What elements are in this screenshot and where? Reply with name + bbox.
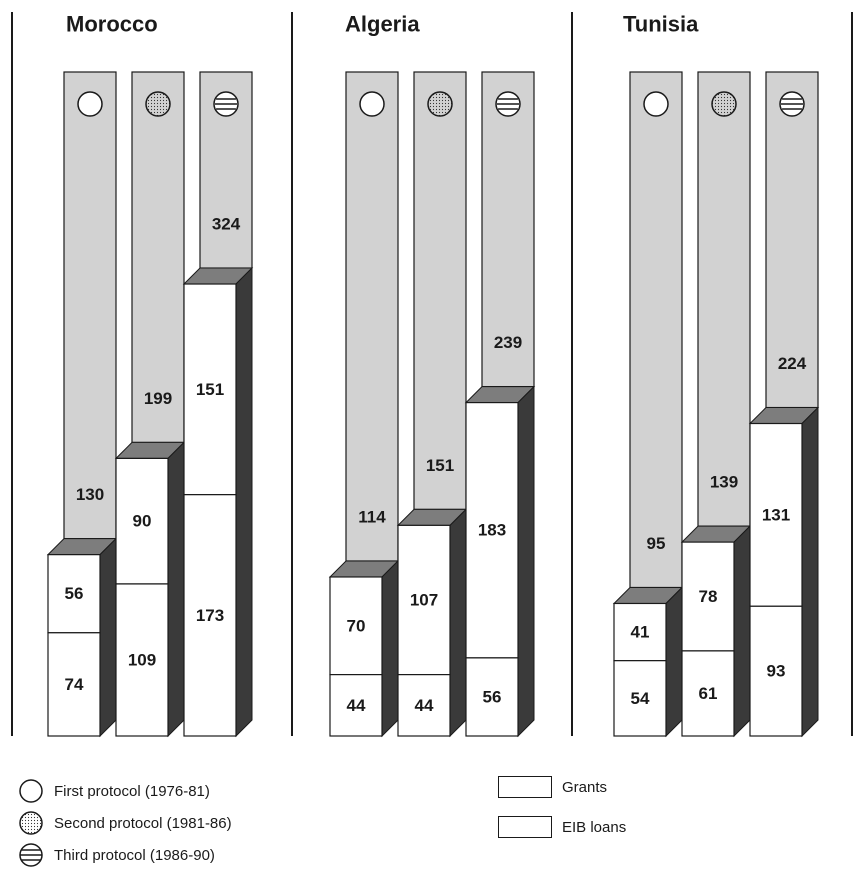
chart: Morocco 130 56 74 199 90 109 324 151 173 Algeria 11… bbox=[11, 12, 853, 738]
striped-circle-icon bbox=[213, 91, 239, 117]
striped-circle-icon bbox=[495, 91, 521, 117]
label-total-algeria-3: 239 bbox=[494, 333, 522, 352]
label-grants-algeria-1: 70 bbox=[347, 616, 366, 635]
dotted-circle-icon bbox=[145, 91, 171, 117]
label-eib-loans-morocco-1: 74 bbox=[65, 675, 84, 694]
eib-loans-swatch bbox=[498, 816, 552, 838]
column-bg-algeria-2 bbox=[413, 71, 467, 510]
bar-side-algeria-3 bbox=[517, 385, 535, 738]
column-bg-morocco-3 bbox=[199, 71, 253, 269]
bar-grants-algeria-2 bbox=[397, 524, 451, 676]
label-grants-morocco-2: 90 bbox=[133, 512, 152, 531]
bar-grants-algeria-1 bbox=[329, 576, 383, 676]
bar-grants-tunisia-1 bbox=[613, 602, 667, 662]
bar-side-morocco-2 bbox=[167, 441, 185, 738]
label-total-tunisia-2: 139 bbox=[710, 473, 738, 492]
dotted-circle-icon bbox=[19, 811, 43, 835]
legend-grants-label: Grants bbox=[562, 778, 608, 796]
column-bg-morocco-2 bbox=[131, 71, 185, 443]
bar-side-tunisia-3 bbox=[801, 406, 819, 738]
bar-grants-algeria-3 bbox=[465, 401, 519, 659]
bar-side-tunisia-2 bbox=[733, 524, 751, 738]
label-grants-tunisia-2: 78 bbox=[699, 587, 718, 606]
legend-third-protocol-label: Third protocol (1986-90) bbox=[54, 846, 215, 864]
bar-eib-loans-algeria-1 bbox=[329, 674, 383, 737]
label-eib-loans-tunisia-1: 54 bbox=[631, 689, 650, 708]
open-circle-icon bbox=[643, 91, 669, 117]
label-grants-tunisia-1: 41 bbox=[631, 623, 650, 642]
legend-grants: Grants bbox=[498, 776, 607, 798]
bar-grants-morocco-2 bbox=[115, 457, 169, 585]
legend-first-protocol-label: First protocol (1976-81) bbox=[54, 782, 210, 800]
bar-eib-loans-tunisia-2 bbox=[681, 650, 735, 737]
label-total-algeria-2: 151 bbox=[426, 456, 454, 475]
label-total-algeria-1: 114 bbox=[358, 507, 386, 526]
legend-first-protocol: First protocol (1976-81) bbox=[18, 778, 210, 804]
label-total-tunisia-1: 95 bbox=[647, 534, 666, 553]
country-title-tunisia: Tunisia bbox=[623, 12, 699, 37]
label-grants-morocco-3: 151 bbox=[196, 380, 224, 399]
column-bg-tunisia-1 bbox=[629, 71, 683, 589]
bar-eib-loans-algeria-3 bbox=[465, 657, 519, 737]
bar-side-algeria-2 bbox=[449, 508, 467, 738]
label-eib-loans-algeria-2: 44 bbox=[415, 696, 434, 715]
label-eib-loans-algeria-3: 56 bbox=[483, 687, 502, 706]
bar-grants-morocco-3 bbox=[183, 283, 237, 496]
label-grants-algeria-2: 107 bbox=[410, 590, 438, 609]
column-bg-algeria-1 bbox=[345, 71, 399, 562]
label-eib-loans-algeria-1: 44 bbox=[347, 696, 366, 715]
column-bg-tunisia-2 bbox=[697, 71, 751, 527]
bar-eib-loans-morocco-2 bbox=[115, 583, 169, 737]
legend-eib-loans: EIB loans bbox=[498, 816, 626, 838]
legend-eib-loans-label: EIB loans bbox=[562, 818, 627, 836]
bar-side-morocco-3 bbox=[235, 266, 253, 738]
grants-swatch bbox=[498, 776, 552, 798]
bar-side-morocco-1 bbox=[99, 537, 117, 738]
open-circle-icon bbox=[77, 91, 103, 117]
striped-circle-icon bbox=[779, 91, 805, 117]
column-bg-algeria-3 bbox=[481, 71, 535, 388]
bar-side-tunisia-1 bbox=[665, 586, 683, 738]
dotted-circle-icon bbox=[711, 91, 737, 117]
legend-third-protocol: Third protocol (1986-90) bbox=[18, 842, 215, 868]
label-total-morocco-1: 130 bbox=[76, 485, 104, 504]
country-title-morocco: Morocco bbox=[66, 12, 158, 37]
label-grants-algeria-3: 183 bbox=[478, 521, 506, 540]
bar-eib-loans-algeria-2 bbox=[397, 674, 451, 737]
label-eib-loans-tunisia-3: 93 bbox=[767, 662, 786, 681]
column-bg-morocco-1 bbox=[63, 71, 117, 540]
bar-eib-loans-tunisia-1 bbox=[613, 660, 667, 737]
legend-second-protocol-label: Second protocol (1981-86) bbox=[54, 814, 232, 832]
label-eib-loans-morocco-2: 109 bbox=[128, 650, 156, 669]
bar-grants-morocco-1 bbox=[47, 554, 101, 634]
open-circle-icon bbox=[19, 779, 43, 803]
country-title-algeria: Algeria bbox=[345, 12, 420, 37]
legend-second-protocol: Second protocol (1981-86) bbox=[18, 810, 232, 836]
open-circle-icon bbox=[359, 91, 385, 117]
label-grants-tunisia-3: 131 bbox=[762, 505, 790, 524]
label-eib-loans-tunisia-2: 61 bbox=[699, 684, 718, 703]
bar-eib-loans-tunisia-3 bbox=[749, 605, 803, 737]
dotted-circle-icon bbox=[427, 91, 453, 117]
bar-side-algeria-1 bbox=[381, 559, 399, 738]
bar-eib-loans-morocco-1 bbox=[47, 632, 101, 737]
label-total-morocco-2: 199 bbox=[144, 389, 172, 408]
label-grants-morocco-1: 56 bbox=[65, 584, 84, 603]
bar-eib-loans-morocco-3 bbox=[183, 494, 237, 737]
label-total-tunisia-3: 224 bbox=[778, 354, 807, 373]
striped-circle-icon bbox=[19, 843, 43, 867]
label-eib-loans-morocco-3: 173 bbox=[196, 606, 224, 625]
label-total-morocco-3: 324 bbox=[212, 215, 241, 234]
